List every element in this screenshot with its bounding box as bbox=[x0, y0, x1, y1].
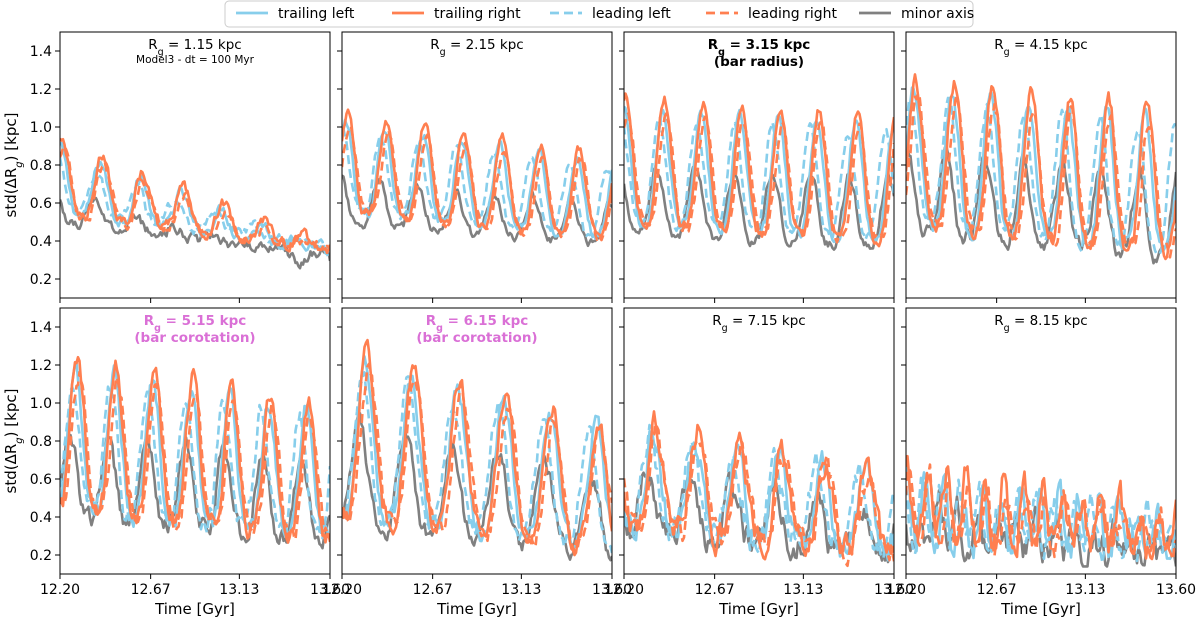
panel-6-series bbox=[342, 338, 612, 562]
panel-note: (bar radius) bbox=[714, 54, 804, 70]
x-tick-label: 13.60 bbox=[592, 582, 632, 598]
y-axis-label: std(ΔRg) [kpc] bbox=[2, 389, 25, 494]
legend-label-3: leading right bbox=[748, 6, 837, 22]
y-tick-label: 1.2 bbox=[30, 358, 52, 374]
panel-1-series bbox=[60, 137, 330, 270]
y-tick-label: 1.4 bbox=[30, 44, 52, 60]
x-tick-label: 13.13 bbox=[783, 582, 823, 598]
x-tick-label: 12.20 bbox=[322, 582, 362, 598]
y-tick-label: 0.6 bbox=[30, 472, 52, 488]
panel-5-series bbox=[60, 355, 330, 550]
series-line-leading-right bbox=[624, 112, 894, 244]
panel-note: (bar corotation) bbox=[134, 330, 255, 346]
panel-1: 0.2 0.4 0.6 0.8 1.0 1.2 1.4 std(ΔRg) [kpc] Rg = … bbox=[2, 31, 331, 303]
series-line-leading-left bbox=[906, 476, 1176, 565]
x-tick-label: 13.13 bbox=[501, 582, 541, 598]
legend: trailing left trailing right leading left l… bbox=[224, 0, 974, 28]
panel-title: Rg = 8.15 kpc bbox=[994, 313, 1087, 334]
x-tick-label: 13.60 bbox=[310, 582, 350, 598]
legend-frame bbox=[224, 0, 974, 28]
series-line-minor-axis bbox=[60, 196, 330, 270]
panel-note: (bar corotation) bbox=[416, 330, 537, 346]
y-tick-label: 1.4 bbox=[30, 320, 52, 336]
x-tick-label: 12.67 bbox=[695, 582, 735, 598]
y-axis-label: std(ΔRg) [kpc] bbox=[2, 113, 25, 218]
series-line-leading-right bbox=[906, 91, 1176, 259]
y-tick-label: 1.2 bbox=[30, 82, 52, 98]
panel-3: Rg = 3.15 kpc(bar radius) bbox=[619, 31, 895, 303]
y-tick-label: 0.4 bbox=[30, 510, 52, 526]
panel-8-series bbox=[906, 454, 1176, 568]
panel-2-series bbox=[342, 108, 612, 248]
series-line-trailing-right bbox=[60, 355, 330, 544]
y-tick-label: 0.8 bbox=[30, 158, 52, 174]
series-line-trailing-right bbox=[342, 108, 612, 238]
y-tick-label: 0.6 bbox=[30, 196, 52, 212]
y-tick-label: 0.2 bbox=[30, 548, 52, 564]
panel-5: 0.2 0.4 0.6 0.8 1.0 1.2 1.4 12.20 12.67 13.13 13.6… bbox=[2, 307, 350, 618]
panel-7-series bbox=[624, 410, 894, 568]
series-line-leading-left bbox=[342, 128, 612, 237]
panel-title: Rg = 1.15 kpc bbox=[148, 37, 241, 58]
legend-label-2: leading left bbox=[592, 6, 671, 22]
series-line-minor-axis bbox=[906, 145, 1176, 265]
panel-title: Rg = 4.15 kpc bbox=[994, 37, 1087, 58]
x-axis-label: Time [Gyr] bbox=[436, 600, 517, 618]
panel-7: 12.20 12.67 13.13 13.60 Time [Gyr] Rg = 7.15 … bbox=[604, 307, 914, 618]
series-line-leading-right bbox=[60, 145, 330, 252]
series-line-leading-left bbox=[906, 96, 1176, 256]
series-line-trailing-right bbox=[342, 338, 612, 557]
panel-3-series bbox=[624, 92, 894, 251]
series-line-leading-right bbox=[906, 463, 1176, 561]
series-line-minor-axis bbox=[624, 165, 894, 251]
x-tick-label: 12.67 bbox=[977, 582, 1017, 598]
y-tick-label: 1.0 bbox=[30, 120, 52, 136]
x-axis-label: Time [Gyr] bbox=[718, 600, 799, 618]
series-line-leading-left bbox=[342, 371, 612, 554]
panel-title: Rg = 7.15 kpc bbox=[712, 313, 805, 334]
panel-grid: 0.2 0.4 0.6 0.8 1.0 1.2 1.4 std(ΔRg) [kpc] Rg = … bbox=[2, 31, 1196, 618]
legend-label-0: trailing left bbox=[278, 6, 355, 22]
x-tick-label: 12.67 bbox=[413, 582, 453, 598]
x-tick-label: 12.20 bbox=[40, 582, 80, 598]
series-line-leading-right bbox=[342, 125, 612, 242]
y-tick-label: 0.4 bbox=[30, 234, 52, 250]
panel-title: Rg = 6.15 kpc bbox=[426, 313, 529, 334]
panel-title: Rg = 5.15 kpc bbox=[144, 313, 247, 334]
panel-6: 12.20 12.67 13.13 13.60 Time [Gyr] Rg = 6.15 … bbox=[322, 307, 632, 618]
legend-label-4: minor axis bbox=[901, 6, 974, 22]
panel-title: Rg = 3.15 kpc bbox=[708, 37, 811, 58]
x-tick-label: 12.20 bbox=[604, 582, 644, 598]
panel-2: Rg = 2.15 kpc bbox=[337, 31, 613, 303]
panel-title: Rg = 2.15 kpc bbox=[430, 37, 523, 58]
series-line-minor-axis bbox=[624, 469, 894, 564]
y-tick-label: 0.8 bbox=[30, 434, 52, 450]
x-tick-label: 13.13 bbox=[1065, 582, 1105, 598]
legend-label-1: trailing right bbox=[434, 6, 521, 22]
series-line-leading-right bbox=[342, 362, 612, 553]
x-tick-label: 12.20 bbox=[886, 582, 926, 598]
series-line-leading-left bbox=[624, 423, 894, 560]
x-axis-label: Time [Gyr] bbox=[1000, 600, 1081, 618]
panel-subtitle: Model3 - dt = 100 Myr bbox=[136, 54, 255, 66]
x-axis-label: Time [Gyr] bbox=[154, 600, 235, 618]
x-tick-label: 13.13 bbox=[219, 582, 259, 598]
x-tick-label: 13.60 bbox=[1156, 582, 1196, 598]
panel-8: 12.20 12.67 13.13 13.60 Time [Gyr] Rg = 8.15 … bbox=[886, 307, 1196, 618]
x-tick-label: 13.60 bbox=[874, 582, 914, 598]
x-tick-label: 12.67 bbox=[131, 582, 171, 598]
y-tick-label: 1.0 bbox=[30, 396, 52, 412]
series-line-minor-axis bbox=[342, 412, 612, 562]
series-line-leading-right bbox=[60, 370, 330, 541]
y-tick-label: 0.2 bbox=[30, 272, 52, 288]
panel-4: Rg = 4.15 kpc bbox=[901, 31, 1177, 303]
panel-4-series bbox=[906, 73, 1176, 265]
